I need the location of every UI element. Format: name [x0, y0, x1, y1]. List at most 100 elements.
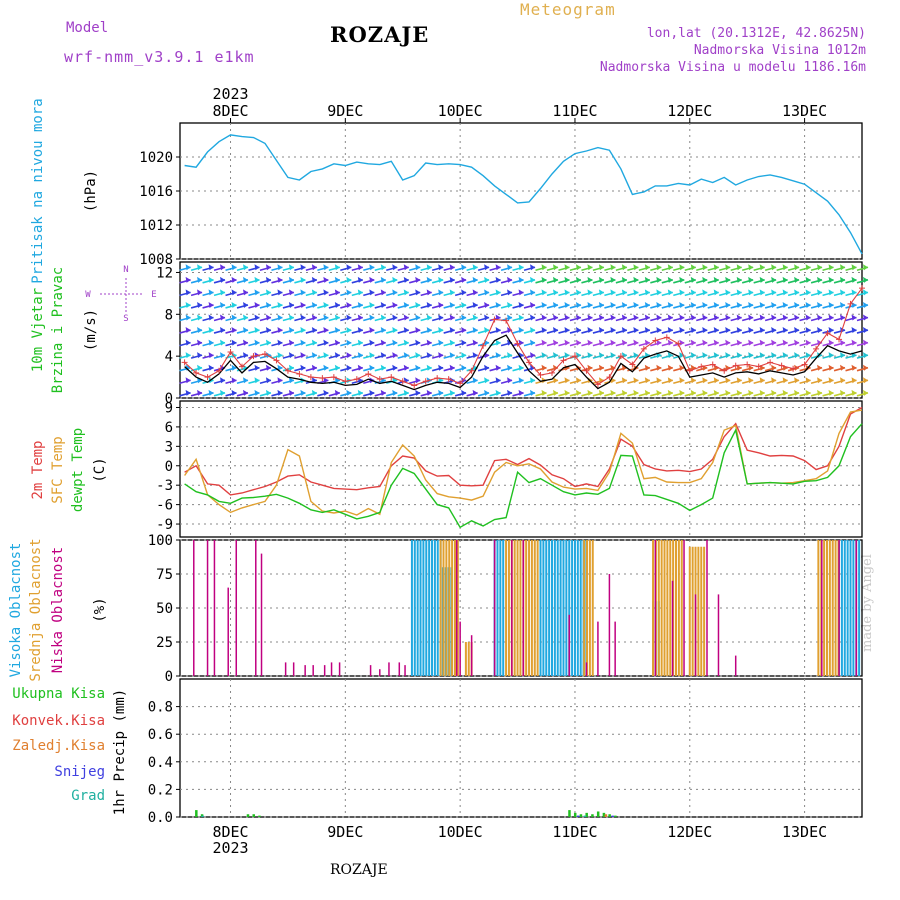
wind-arrow-head — [851, 377, 857, 384]
wind-gust-marker — [824, 330, 831, 337]
wind-arrow-head — [277, 327, 283, 334]
wind-arrow-head — [231, 389, 237, 396]
wind-arrow-head — [656, 314, 662, 321]
wind-arrow-head — [621, 289, 627, 296]
wind-gust-marker — [457, 380, 464, 387]
wind-arrow-head — [667, 352, 673, 359]
wind-arrow-head — [644, 314, 650, 321]
wind-arrow-head — [220, 314, 226, 321]
wind-arrow-head — [334, 377, 340, 384]
wind-arrow-head — [357, 276, 363, 283]
wind-arrow-head — [461, 327, 467, 334]
top-day-label: 8DEC — [212, 102, 248, 120]
wind-arrow-head — [782, 339, 788, 346]
y-tick-label: 0.4 — [148, 755, 173, 771]
wind-gust-marker — [778, 362, 785, 369]
wind-arrow-head — [851, 276, 857, 283]
wind-arrow-head — [495, 352, 501, 359]
wind-arrow-head — [530, 364, 536, 371]
wind-arrow-head — [782, 327, 788, 334]
wind-arrow-head — [794, 314, 800, 321]
wind-gust-marker — [480, 342, 487, 349]
wind-arrow-head — [575, 276, 581, 283]
wind-arrow-head — [461, 352, 467, 359]
wind-arrow-head — [403, 276, 409, 283]
bottom-day-label: 8DEC — [212, 823, 248, 841]
wind-gust-marker — [468, 367, 475, 374]
wind-arrow-head — [277, 314, 283, 321]
wind-arrow-head — [782, 314, 788, 321]
wind-gust-marker — [606, 374, 613, 381]
wind-arrow-head — [403, 339, 409, 346]
wind-arrow-head — [197, 339, 203, 346]
precip-bar — [611, 815, 614, 817]
panel-frame — [179, 400, 863, 538]
wind-arrow-head — [197, 389, 203, 396]
wind-arrow-head — [553, 377, 558, 384]
wind-arrow-head — [690, 327, 696, 334]
wind-arrow-head — [771, 377, 777, 384]
wind-arrow-head — [254, 314, 260, 321]
wind-arrow-head — [702, 314, 708, 321]
wind-arrow-head — [575, 377, 581, 384]
wind-arrow-head — [817, 339, 823, 346]
wind-arrow-head — [713, 314, 719, 321]
wind-arrow-head — [541, 352, 547, 359]
wind-arrow-head — [334, 364, 340, 371]
wind-arrow-head — [817, 327, 823, 334]
wind-arrow-head — [633, 377, 639, 384]
wind-arrow-head — [311, 327, 317, 334]
wind-arrow-head — [530, 314, 536, 321]
wind-arrow-head — [863, 352, 868, 359]
wind-arrow-head — [667, 264, 673, 271]
wind-arrow-head — [771, 289, 777, 296]
wind-arrow-head — [265, 289, 271, 296]
wind-arrow-head — [748, 289, 754, 296]
wind-arrow-head — [461, 339, 467, 346]
bottom-day-label: 9DEC — [327, 823, 363, 841]
wind-arrow-head — [403, 314, 409, 321]
wind-arrow-head — [771, 352, 777, 359]
wind-gust-marker — [560, 357, 567, 364]
wind-arrow-head — [518, 377, 524, 384]
wind-arrow-head — [415, 289, 421, 296]
precip-bar — [568, 810, 571, 817]
wind-arrow-head — [197, 314, 203, 321]
wind-arrow-head — [507, 314, 513, 321]
wind-arrow-head — [311, 289, 317, 296]
wind-arrow-head — [197, 301, 203, 308]
wind-arrow-head — [702, 301, 708, 308]
wind-arrow-head — [323, 264, 329, 271]
wind-arrow-head — [495, 314, 501, 321]
wind-arrow-head — [644, 264, 650, 271]
y-tick-label: -9 — [156, 517, 173, 533]
wind-arrow-head — [656, 339, 662, 346]
wind-arrow-head — [243, 327, 248, 334]
wind-arrow-head — [277, 364, 283, 371]
wind-arrow-head — [690, 364, 696, 371]
wind-arrow-head — [759, 327, 765, 334]
wind-arrow-head — [828, 389, 834, 396]
wind-gust-marker — [261, 351, 268, 358]
wind-arrow-head — [357, 264, 363, 271]
wind-arrow-head — [840, 364, 846, 371]
cloud-axis-label-2: Srednja Oblacnost — [28, 538, 44, 681]
lonlat-info: lon,lat (20.1312E, 42.8625N) — [646, 26, 866, 41]
wind-arrow-head — [449, 364, 455, 371]
wind-arrow-head — [863, 364, 868, 371]
wind-arrow-head — [805, 327, 811, 334]
wind-arrow-head — [380, 264, 386, 271]
wind-arrow-head — [748, 352, 754, 359]
wind-axis-label-2: Brzina i Pravac — [50, 267, 66, 393]
wind-arrow-head — [782, 289, 788, 296]
wind-arrow-head — [736, 377, 742, 384]
wind-arrow-head — [254, 327, 260, 334]
wind-arrow-head — [369, 352, 375, 359]
wind-arrow-head — [426, 301, 432, 308]
precip-legend-5: Grad — [71, 788, 105, 804]
wind-arrow-head — [518, 276, 524, 283]
wind-arrow-head — [484, 364, 490, 371]
top-day-label: 13DEC — [782, 102, 827, 120]
wind-arrow-head — [725, 352, 731, 359]
wind-arrow-head — [185, 327, 191, 334]
